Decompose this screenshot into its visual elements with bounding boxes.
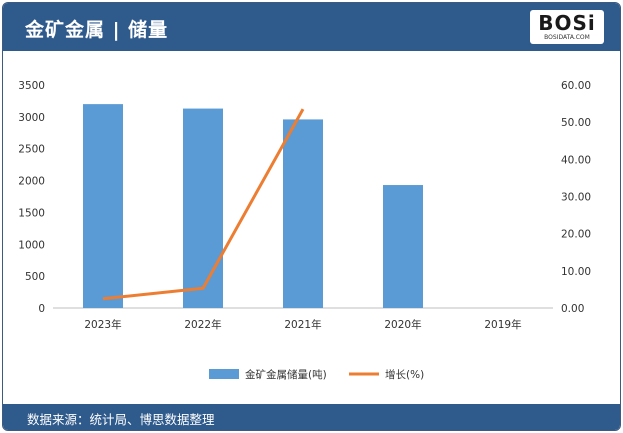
logo-subtext: BOSIDATA.COM: [544, 34, 590, 41]
y-right-tick-label: 20.00: [561, 229, 591, 241]
y-right-tick-label: 30.00: [561, 192, 591, 204]
legend-line-label: 增长(%): [385, 368, 424, 381]
bar: [283, 119, 323, 308]
bar: [183, 108, 223, 309]
y-right-tick-label: 60.00: [561, 80, 591, 92]
footer-bar: 数据来源：统计局、博思数据整理: [3, 404, 620, 430]
x-tick-label: 2020年: [384, 318, 421, 331]
page-title: 金矿金属 | 储量: [25, 19, 169, 41]
growth-line: [102, 108, 305, 301]
x-tick-label: 2022年: [184, 318, 221, 331]
logo-text: BOSi: [538, 11, 596, 35]
y-right-tick-label: 40.00: [561, 154, 591, 166]
legend-bar-swatch: [209, 369, 239, 379]
bar: [83, 104, 123, 308]
brand-logo: BOSi BOSIDATA.COM: [530, 10, 604, 44]
x-tick-label: 2019年: [484, 318, 521, 331]
legend-bar-label: 金矿金属储量(吨): [245, 368, 327, 381]
x-tick-label: 2023年: [84, 318, 121, 331]
y-left-tick-label: 2000: [18, 176, 45, 188]
header-bar: 金矿金属 | 储量 BOSi BOSIDATA.COM: [3, 3, 620, 51]
y-left-tick-label: 3500: [18, 80, 45, 92]
y-left-tick-label: 1500: [18, 207, 45, 219]
y-left-tick-label: 2500: [18, 144, 45, 156]
y-left-tick-label: 0: [38, 303, 45, 315]
x-tick-label: 2021年: [284, 318, 321, 331]
chart-area: 0 500 1000 1500 2000 2500 3000 3500 0.00 10.00 20.…: [18, 80, 591, 381]
y-right-tick-label: 10.00: [561, 266, 591, 278]
y-left-tick-label: 1000: [18, 239, 45, 251]
y-left-tick-label: 500: [25, 271, 45, 283]
y-left-tick-label: 3000: [18, 112, 45, 124]
y-right-tick-label: 50.00: [561, 117, 591, 129]
bar: [383, 185, 423, 308]
y-right-tick-label: 0.00: [561, 303, 584, 315]
source-note: 数据来源：统计局、博思数据整理: [27, 412, 215, 427]
